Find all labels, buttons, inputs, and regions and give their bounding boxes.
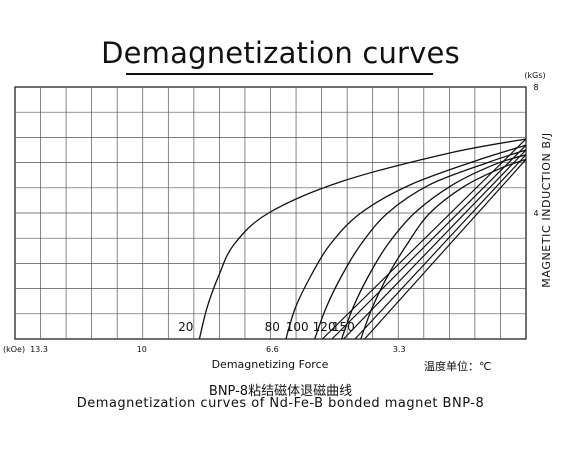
x-tick-label: 13.3: [30, 345, 48, 354]
curve-label-120: 120: [313, 320, 336, 334]
x-tick-label: 10: [137, 345, 147, 354]
b-curve-120: [340, 154, 527, 340]
temperature-unit-label: 温度单位：℃: [424, 359, 491, 373]
chart-curves: [198, 138, 527, 340]
curve-label-80: 80: [265, 320, 280, 334]
chart-grid: [14, 86, 527, 340]
b-curve-100: [314, 149, 527, 340]
y-axis-label: MAGNETIC INDUCTION B/J: [540, 132, 553, 287]
curve-label-150: 150: [332, 320, 355, 334]
b-curve-150: [360, 158, 527, 340]
y-tick-label: 8: [533, 83, 538, 92]
title-underline: [126, 73, 433, 75]
j-line-150: [364, 159, 527, 340]
x-axis-unit: (kOe): [3, 345, 25, 354]
curve-label-100: 100: [286, 320, 309, 334]
b-curve-20: [198, 138, 527, 340]
x-axis-label: Demagnetizing Force: [212, 358, 329, 371]
j-line-120: [354, 154, 527, 340]
x-tick-label: 3.3: [393, 345, 406, 354]
curve-label-20: 20: [178, 320, 193, 334]
y-axis-unit: (kGs): [524, 71, 545, 80]
caption-english: Demagnetization curves of Nd-Fe-B bonded…: [76, 396, 485, 411]
j-line-80: [331, 144, 527, 340]
j-line-20: [321, 138, 527, 340]
b-curve-80: [285, 144, 527, 340]
chart-title: Demagnetization curves: [101, 36, 460, 70]
caption-chinese: BNP-8粘结磁体退磁曲线: [208, 384, 353, 399]
y-tick-label: 4: [533, 209, 538, 218]
j-line-100: [343, 149, 527, 340]
x-tick-label: 6.6: [266, 345, 279, 354]
